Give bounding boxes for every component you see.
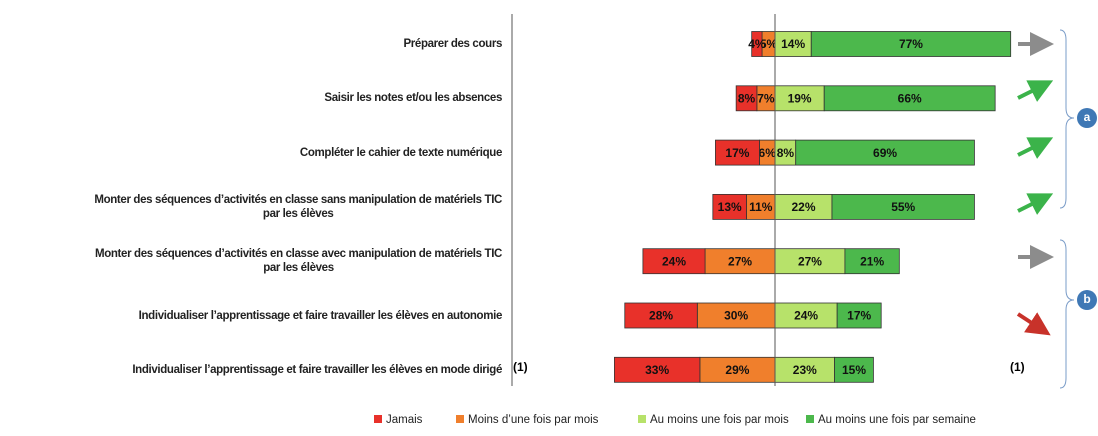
legend-swatch bbox=[638, 415, 646, 423]
bar-segment bbox=[696, 302, 776, 329]
data-label: 13% bbox=[718, 200, 742, 214]
legend-label: Au moins une fois par mois bbox=[650, 414, 789, 426]
bar-segment bbox=[831, 193, 975, 220]
badge-label: b bbox=[1083, 292, 1090, 306]
category-text: Individualiser l’apprentissage et faire … bbox=[132, 363, 502, 376]
badge bbox=[1077, 290, 1097, 310]
bar-segment bbox=[712, 193, 747, 220]
data-label: 27% bbox=[798, 254, 822, 268]
category-label: Monter des séquences d’activités en clas… bbox=[0, 193, 502, 221]
data-label: 33% bbox=[645, 363, 669, 377]
bar-segment bbox=[699, 356, 776, 383]
data-label: 24% bbox=[794, 309, 818, 323]
data-label: 24% bbox=[662, 254, 686, 268]
annotation: (1) bbox=[513, 360, 528, 374]
data-label: 11% bbox=[749, 200, 773, 214]
data-label: 22% bbox=[791, 200, 815, 214]
bar-segment bbox=[774, 356, 835, 383]
bar-segment bbox=[795, 139, 975, 166]
bar-segment bbox=[642, 248, 706, 275]
data-label: 8% bbox=[738, 91, 756, 105]
legend-label: Moins d’une fois par mois bbox=[468, 414, 599, 426]
data-label: 7% bbox=[757, 91, 775, 105]
badge-label: a bbox=[1084, 110, 1091, 124]
legend-swatch bbox=[456, 415, 464, 423]
data-label: 28% bbox=[649, 309, 673, 323]
category-text: Individualiser l’apprentissage et faire … bbox=[138, 309, 503, 322]
data-label: 4% bbox=[748, 37, 766, 51]
legend-label: Au moins une fois par semaine bbox=[818, 414, 976, 426]
data-label: 21% bbox=[860, 254, 884, 268]
category-label: Monter des séquences d’activités en clas… bbox=[0, 247, 502, 275]
data-label: 5% bbox=[760, 37, 778, 51]
bar-segment bbox=[715, 139, 760, 166]
data-label: 19% bbox=[788, 91, 812, 105]
category-label: Compléter le cahier de texte numérique bbox=[0, 146, 502, 160]
category-text: Saisir les notes et/ou les absences bbox=[324, 92, 502, 105]
bar-segment bbox=[836, 302, 882, 329]
data-label: 66% bbox=[898, 91, 922, 105]
bar-segment bbox=[624, 302, 698, 329]
bar-segment bbox=[735, 85, 758, 112]
data-label: 17% bbox=[847, 309, 871, 323]
data-label: 30% bbox=[724, 309, 748, 323]
bar-segment bbox=[614, 356, 701, 383]
bar-segment bbox=[834, 356, 874, 383]
data-label: 55% bbox=[891, 200, 915, 214]
bar-segment bbox=[823, 85, 996, 112]
bar-segment bbox=[751, 31, 763, 57]
bar-segment bbox=[810, 31, 1012, 57]
category-label: Préparer des cours bbox=[0, 37, 502, 51]
data-label: 6% bbox=[759, 146, 777, 160]
data-label: 69% bbox=[873, 146, 897, 160]
data-label: 17% bbox=[725, 146, 749, 160]
data-label: 77% bbox=[899, 37, 923, 51]
annotation: (1) bbox=[1010, 360, 1025, 374]
legend-swatch bbox=[806, 415, 814, 423]
data-label: 14% bbox=[781, 37, 805, 51]
brace-a bbox=[1059, 29, 1075, 209]
bar-segment bbox=[704, 248, 776, 275]
category-label: Saisir les notes et/ou les absences bbox=[0, 91, 502, 105]
category-text: Monter des séquences d’activités en clas… bbox=[94, 248, 502, 275]
legend-swatch bbox=[374, 415, 382, 423]
data-label: 29% bbox=[725, 363, 749, 377]
data-label: 23% bbox=[793, 363, 817, 377]
data-label: 27% bbox=[728, 254, 752, 268]
category-text: Compléter le cahier de texte numérique bbox=[299, 146, 502, 159]
category-label: Individualiser l’apprentissage et faire … bbox=[0, 309, 503, 323]
category-text: Préparer des cours bbox=[403, 38, 502, 50]
data-label: 15% bbox=[842, 363, 866, 377]
arrows bbox=[1016, 32, 1054, 336]
category-text: Monter des séquences d’activités en clas… bbox=[94, 193, 502, 220]
brace-b bbox=[1059, 239, 1075, 389]
bar-segment bbox=[746, 193, 776, 220]
legend-label: Jamais bbox=[386, 414, 423, 426]
bar-segment bbox=[844, 248, 900, 275]
category-label: Individualiser l’apprentissage et faire … bbox=[0, 363, 502, 377]
badge bbox=[1077, 108, 1097, 128]
data-label: 8% bbox=[777, 146, 795, 160]
